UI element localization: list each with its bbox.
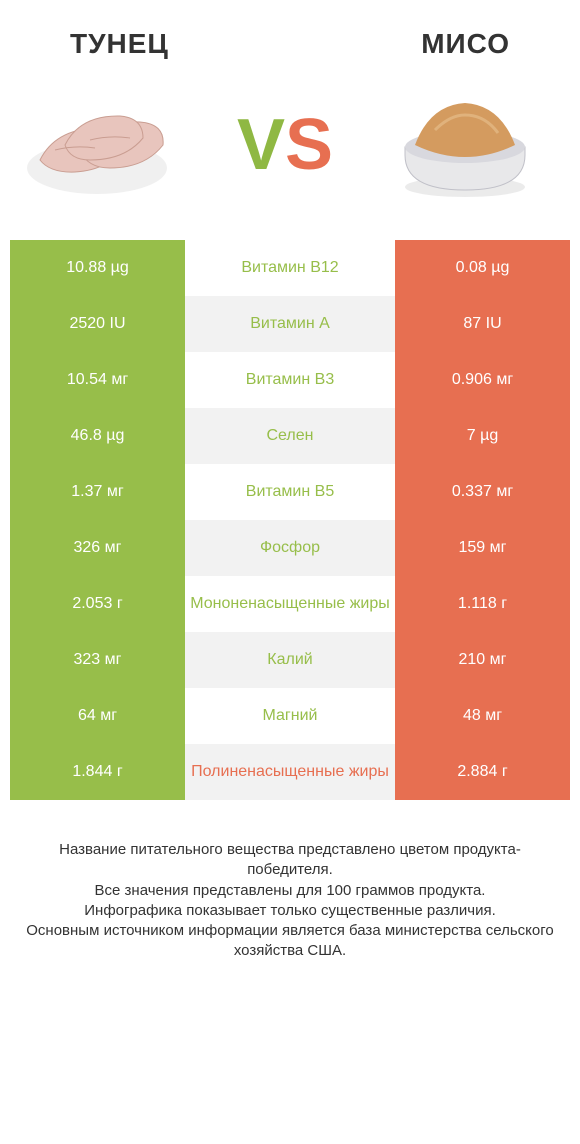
title-right: МИСО [421,28,510,60]
cell-right: 2.884 г [395,744,570,800]
cell-nutrient: Мононенасыщенные жиры [185,576,395,632]
table-row: 326 мгФосфор159 мг [10,520,570,576]
cell-right: 159 мг [395,520,570,576]
table-row: 10.88 µgВитамин B120.08 µg [10,240,570,296]
cell-left: 64 мг [10,688,185,744]
header: ТУНЕЦ МИСО [0,0,580,70]
cell-nutrient: Калий [185,632,395,688]
cell-nutrient: Витамин B12 [185,240,395,296]
footer-line-2: Все значения представлены для 100 граммо… [18,881,562,901]
footer-line-1: Название питательного вещества представл… [18,840,562,881]
table-row: 2520 IUВитамин A87 IU [10,296,570,352]
cell-right: 0.08 µg [395,240,570,296]
cell-nutrient: Витамин B3 [185,352,395,408]
cell-nutrient: Витамин B5 [185,464,395,520]
cell-nutrient: Витамин A [185,296,395,352]
cell-left: 1.37 мг [10,464,185,520]
cell-left: 2520 IU [10,296,185,352]
table-row: 2.053 гМононенасыщенные жиры1.118 г [10,576,570,632]
vs-label: VS [237,109,333,181]
table-row: 1.844 гПолиненасыщенные жиры2.884 г [10,744,570,800]
cell-right: 0.337 мг [395,464,570,520]
cell-nutrient: Магний [185,688,395,744]
vs-s: S [285,105,333,185]
miso-icon [390,85,540,205]
tuna-image [20,80,190,210]
cell-nutrient: Полиненасыщенные жиры [185,744,395,800]
table-row: 46.8 µgСелен7 µg [10,408,570,464]
miso-image [380,80,550,210]
cell-right: 210 мг [395,632,570,688]
cell-right: 87 IU [395,296,570,352]
table-row: 64 мгМагний48 мг [10,688,570,744]
cell-nutrient: Селен [185,408,395,464]
cell-left: 10.88 µg [10,240,185,296]
cell-right: 1.118 г [395,576,570,632]
title-left: ТУНЕЦ [70,28,169,60]
cell-right: 48 мг [395,688,570,744]
table-row: 1.37 мгВитамин B50.337 мг [10,464,570,520]
table-row: 10.54 мгВитамин B30.906 мг [10,352,570,408]
comparison-table: 10.88 µgВитамин B120.08 µg2520 IUВитамин… [10,240,570,800]
table-row: 323 мгКалий210 мг [10,632,570,688]
cell-left: 323 мг [10,632,185,688]
cell-left: 1.844 г [10,744,185,800]
footer-note: Название питательного вещества представл… [0,800,580,962]
cell-right: 7 µg [395,408,570,464]
images-row: VS [0,70,580,240]
footer-line-3: Инфографика показывает только существенн… [18,901,562,921]
cell-right: 0.906 мг [395,352,570,408]
cell-left: 326 мг [10,520,185,576]
tuna-icon [25,90,185,200]
cell-left: 10.54 мг [10,352,185,408]
cell-left: 2.053 г [10,576,185,632]
cell-left: 46.8 µg [10,408,185,464]
footer-line-4: Основным источником информации является … [18,921,562,962]
cell-nutrient: Фосфор [185,520,395,576]
vs-v: V [237,105,285,185]
